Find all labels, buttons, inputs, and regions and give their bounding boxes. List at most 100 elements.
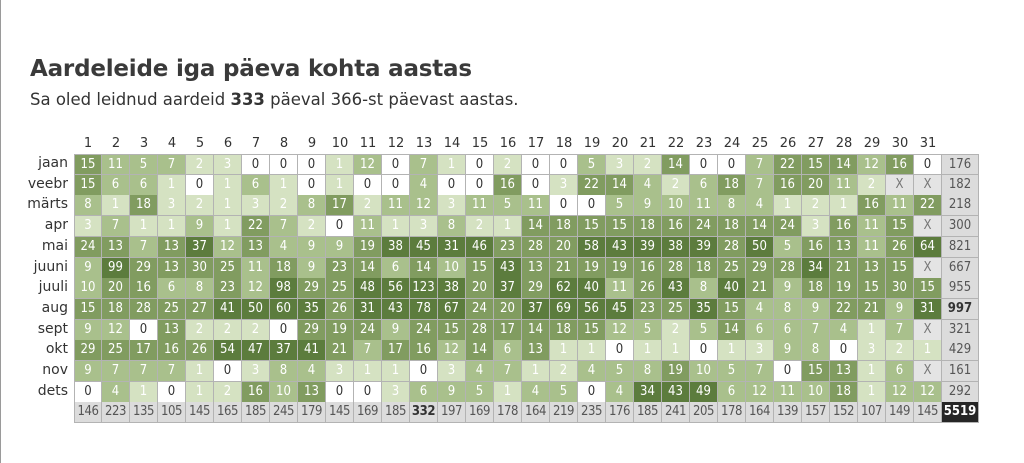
day-cell[interactable]: 1	[522, 361, 550, 382]
day-cell[interactable]: 1	[914, 340, 942, 362]
day-cell[interactable]: 23	[214, 278, 242, 300]
day-cell[interactable]: 11	[606, 278, 634, 300]
day-cell[interactable]: 5	[690, 319, 718, 341]
day-cell[interactable]: 2	[662, 319, 690, 341]
day-cell[interactable]: 13	[298, 381, 326, 403]
day-cell[interactable]: 0	[382, 154, 410, 175]
day-cell[interactable]: 3	[746, 340, 774, 362]
day-cell[interactable]: 4	[746, 298, 774, 320]
day-cell[interactable]: 1	[718, 340, 746, 362]
day-cell[interactable]: 38	[662, 236, 690, 258]
day-cell[interactable]: 3	[606, 154, 634, 175]
day-cell[interactable]: 15	[886, 216, 914, 238]
day-cell[interactable]: 56	[382, 278, 410, 300]
day-cell[interactable]: 7	[354, 340, 382, 362]
day-cell[interactable]: 24	[74, 236, 102, 258]
day-cell[interactable]: 8	[802, 340, 830, 362]
day-cell[interactable]: 29	[74, 340, 102, 362]
day-cell[interactable]: 2	[354, 195, 382, 217]
day-cell[interactable]: 12	[886, 381, 914, 403]
day-cell[interactable]: 8	[74, 195, 102, 217]
day-cell[interactable]: X	[914, 174, 942, 196]
day-cell[interactable]: 11	[858, 236, 886, 258]
day-cell[interactable]: 20	[466, 278, 494, 300]
day-cell[interactable]: 43	[606, 236, 634, 258]
day-cell[interactable]: 17	[382, 340, 410, 362]
day-cell[interactable]: 1	[186, 381, 214, 403]
day-cell[interactable]: 11	[886, 195, 914, 217]
day-cell[interactable]: 2	[298, 216, 326, 238]
day-cell[interactable]: 5	[466, 381, 494, 403]
day-cell[interactable]: 37	[186, 236, 214, 258]
day-cell[interactable]: 2	[634, 154, 662, 175]
day-cell[interactable]: 14	[662, 154, 690, 175]
day-cell[interactable]: 43	[662, 278, 690, 300]
day-cell[interactable]: 4	[522, 381, 550, 403]
day-cell[interactable]: 0	[466, 154, 494, 175]
day-cell[interactable]: 3	[158, 195, 186, 217]
day-cell[interactable]: 13	[830, 361, 858, 382]
day-cell[interactable]: 12	[214, 236, 242, 258]
day-cell[interactable]: 47	[242, 340, 270, 362]
day-cell[interactable]: 13	[242, 236, 270, 258]
day-cell[interactable]: 0	[830, 340, 858, 362]
day-cell[interactable]: 58	[578, 236, 606, 258]
day-cell[interactable]: 9	[382, 319, 410, 341]
day-cell[interactable]: 0	[774, 361, 802, 382]
day-cell[interactable]: 37	[494, 278, 522, 300]
day-cell[interactable]: 1	[634, 340, 662, 362]
day-cell[interactable]: 15	[438, 319, 466, 341]
day-cell[interactable]: 12	[438, 340, 466, 362]
day-cell[interactable]: 7	[158, 154, 186, 175]
day-cell[interactable]: 7	[494, 361, 522, 382]
day-cell[interactable]: 16	[494, 174, 522, 196]
day-cell[interactable]: 9	[74, 319, 102, 341]
day-cell[interactable]: 13	[158, 319, 186, 341]
day-cell[interactable]: 21	[550, 257, 578, 279]
day-cell[interactable]: 3	[382, 381, 410, 403]
day-cell[interactable]: 29	[746, 257, 774, 279]
day-cell[interactable]: 4	[634, 174, 662, 196]
day-cell[interactable]: 0	[382, 174, 410, 196]
day-cell[interactable]: 5	[634, 319, 662, 341]
day-cell[interactable]: 22	[914, 195, 942, 217]
day-cell[interactable]: 18	[690, 257, 718, 279]
day-cell[interactable]: 6	[102, 174, 130, 196]
day-cell[interactable]: 14	[522, 319, 550, 341]
day-cell[interactable]: 8	[774, 298, 802, 320]
day-cell[interactable]: 14	[522, 216, 550, 238]
day-cell[interactable]: 9	[774, 340, 802, 362]
day-cell[interactable]: 18	[550, 216, 578, 238]
day-cell[interactable]: 25	[326, 278, 354, 300]
day-cell[interactable]: 7	[102, 216, 130, 238]
day-cell[interactable]: 6	[494, 340, 522, 362]
day-cell[interactable]: 6	[242, 174, 270, 196]
day-cell[interactable]: 12	[914, 381, 942, 403]
day-cell[interactable]: 10	[74, 278, 102, 300]
day-cell[interactable]: 48	[354, 278, 382, 300]
day-cell[interactable]: 10	[270, 381, 298, 403]
day-cell[interactable]: 11	[830, 174, 858, 196]
day-cell[interactable]: 16	[774, 174, 802, 196]
day-cell[interactable]: 10	[438, 257, 466, 279]
day-cell[interactable]: 15	[74, 154, 102, 175]
day-cell[interactable]: 8	[634, 361, 662, 382]
day-cell[interactable]: 1	[130, 216, 158, 238]
day-cell[interactable]: 60	[270, 298, 298, 320]
day-cell[interactable]: 1	[214, 174, 242, 196]
day-cell[interactable]: 34	[802, 257, 830, 279]
day-cell[interactable]: 98	[270, 278, 298, 300]
day-cell[interactable]: 7	[886, 319, 914, 341]
day-cell[interactable]: 24	[690, 216, 718, 238]
day-cell[interactable]: 9	[74, 361, 102, 382]
day-cell[interactable]: 43	[662, 381, 690, 403]
day-cell[interactable]: 6	[746, 319, 774, 341]
day-cell[interactable]: 37	[270, 340, 298, 362]
day-cell[interactable]: 62	[550, 278, 578, 300]
day-cell[interactable]: 54	[214, 340, 242, 362]
day-cell[interactable]: 28	[718, 236, 746, 258]
day-cell[interactable]: 6	[718, 381, 746, 403]
day-cell[interactable]: 3	[326, 361, 354, 382]
day-cell[interactable]: 1	[494, 381, 522, 403]
day-cell[interactable]: 7	[130, 236, 158, 258]
